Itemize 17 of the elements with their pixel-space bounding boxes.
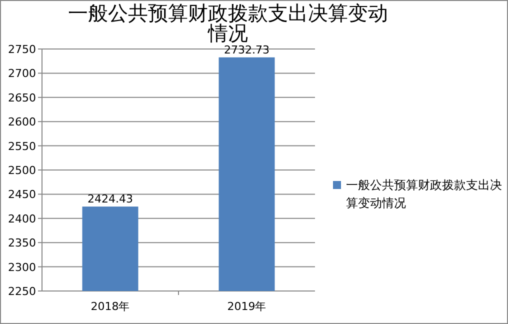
y-tick-label: 2750 [8,43,36,56]
y-tick-label: 2250 [8,285,36,298]
y-tick-label: 2400 [8,212,36,226]
x-tick-label: 2018年 [90,300,130,313]
chart-title: 一般公共预算财政拨款支出决算变动情况 [68,1,388,45]
y-tick-label: 2650 [8,91,36,104]
y-tick-label: 2500 [8,164,36,177]
y-tick-label: 2700 [8,67,36,80]
y-tick-label: 2550 [8,140,36,153]
y-tick-label: 2600 [8,116,36,129]
legend-label: 一般公共预算财政拨款支出决算变动情况 [346,178,502,210]
y-tick-label: 2300 [8,260,36,274]
data-label: 2732.73 [224,43,270,56]
x-tick-label: 2019年 [227,300,266,313]
y-tick-label: 2450 [8,188,36,202]
data-label: 2424.43 [88,192,133,206]
y-tick-label: 2350 [8,236,36,250]
